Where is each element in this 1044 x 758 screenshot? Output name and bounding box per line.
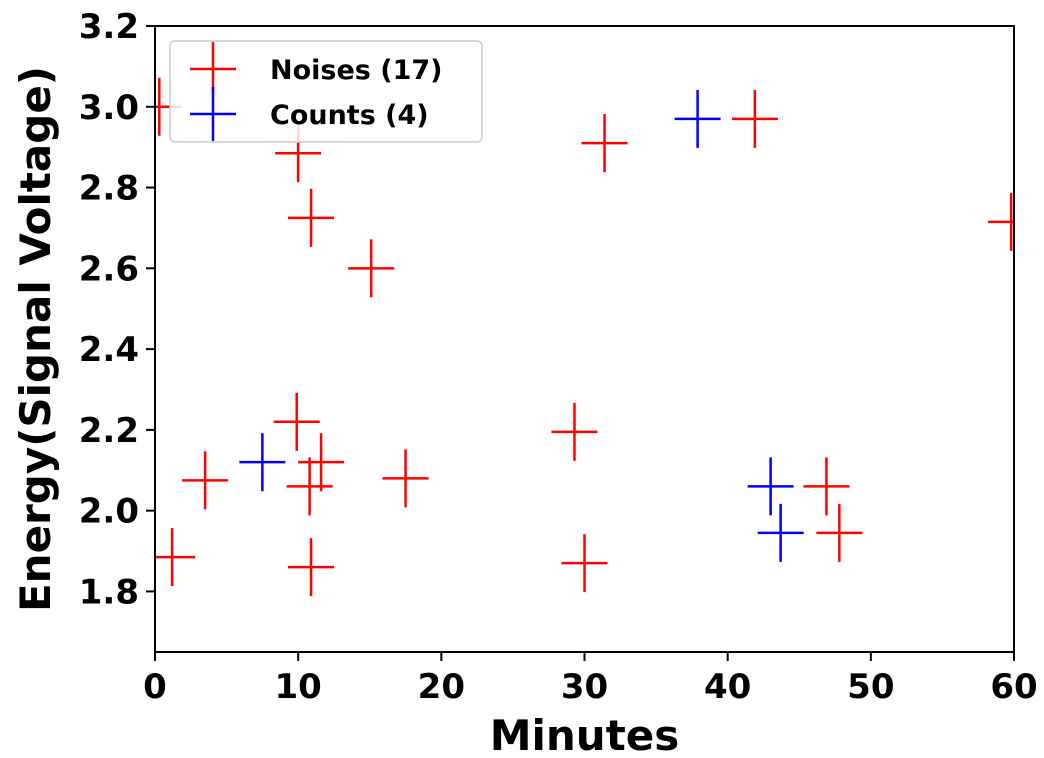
y-axis-label: Energy(Signal Voltage) bbox=[11, 66, 60, 612]
y-tick-label: 3.2 bbox=[79, 7, 139, 47]
y-tick-label: 3.0 bbox=[79, 88, 139, 128]
x-tick-label: 30 bbox=[561, 667, 608, 707]
x-axis: 0 10 20 30 40 50 60 bbox=[143, 652, 1038, 707]
data-point-noise-17 bbox=[988, 192, 1014, 251]
data-point-noise-10 bbox=[382, 449, 429, 508]
y-tick-label: 2.0 bbox=[79, 492, 139, 532]
data-point-noise-7 bbox=[298, 433, 345, 492]
data-point-noise-16 bbox=[816, 503, 863, 562]
x-tick-label: 20 bbox=[418, 667, 465, 707]
data-point-noise-6 bbox=[273, 392, 320, 451]
x-tick-label: 0 bbox=[143, 667, 167, 707]
legend-label: Noises (17) bbox=[270, 55, 443, 86]
x-tick-label: 10 bbox=[275, 667, 322, 707]
data-point-count-1 bbox=[674, 89, 721, 148]
data-point-noise-14 bbox=[731, 89, 778, 148]
data-point-noise-1 bbox=[155, 528, 196, 587]
x-tick-label: 50 bbox=[847, 667, 894, 707]
y-tick-label: 2.4 bbox=[79, 330, 139, 370]
data-point-noise-5 bbox=[348, 239, 395, 298]
data-point-noise-9 bbox=[288, 538, 335, 597]
data-point-noise-11 bbox=[551, 402, 598, 461]
data-point-noise-4 bbox=[288, 188, 335, 247]
legend-frame bbox=[169, 40, 483, 143]
plot-marks bbox=[155, 77, 1014, 597]
y-tick-label: 1.8 bbox=[79, 572, 139, 612]
y-axis: 1.8 2.0 2.2 2.4 2.6 2.8 3.0 3.2 bbox=[79, 7, 155, 612]
data-point-count-3 bbox=[757, 503, 804, 562]
legend-marker-1 bbox=[190, 87, 236, 141]
y-tick-label: 2.2 bbox=[79, 411, 139, 451]
y-tick-label: 2.8 bbox=[79, 169, 139, 209]
legend-label: Counts (4) bbox=[270, 100, 429, 131]
x-axis-label: Minutes bbox=[490, 711, 680, 758]
data-point-noise-13 bbox=[581, 114, 628, 173]
data-point-noise-12 bbox=[561, 534, 608, 593]
data-point-count-0 bbox=[239, 433, 286, 492]
data-point-noise-2 bbox=[182, 451, 229, 510]
x-tick-label: 40 bbox=[704, 667, 751, 707]
data-point-count-2 bbox=[747, 457, 794, 516]
legend: Noises (17) Counts (4) bbox=[169, 40, 483, 143]
y-tick-label: 2.6 bbox=[79, 249, 139, 289]
data-point-noise-15 bbox=[803, 457, 850, 516]
x-tick-label: 60 bbox=[990, 667, 1037, 707]
data-point-noise-8 bbox=[286, 457, 333, 516]
